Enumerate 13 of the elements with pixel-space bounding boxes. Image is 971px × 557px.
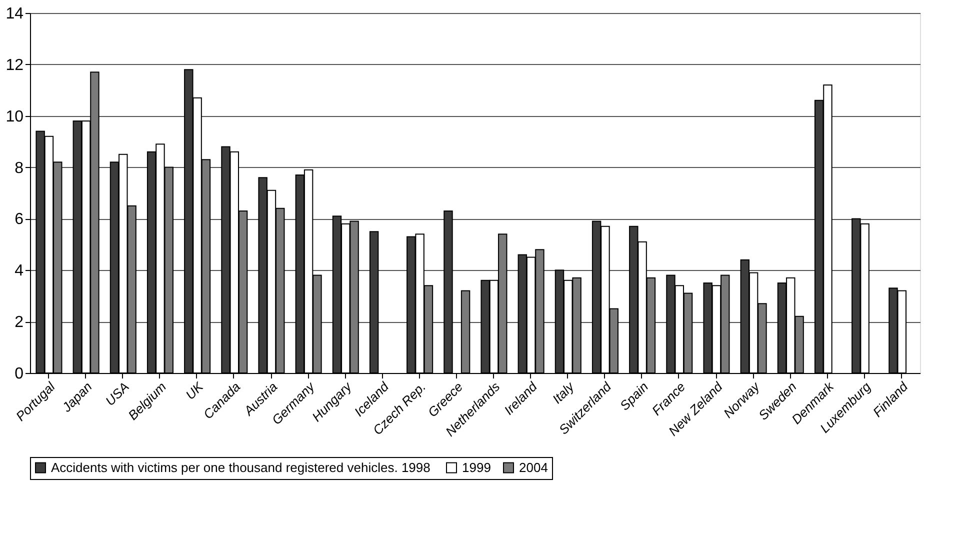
x-tick-label: USA bbox=[102, 379, 132, 409]
legend-label: Accidents with victims per one thousand registered vehicles. 1998 bbox=[51, 460, 430, 475]
y-tick-label: 8 bbox=[14, 160, 24, 177]
y-tick-label: 2 bbox=[14, 314, 24, 332]
y-tick-label: 10 bbox=[6, 108, 24, 126]
y-tick-label: 6 bbox=[14, 211, 24, 228]
legend-label: 1999 bbox=[462, 460, 491, 475]
y-tick-label: 14 bbox=[6, 6, 24, 22]
y-tick-label: 12 bbox=[6, 56, 24, 74]
x-tick-label: UK bbox=[182, 378, 208, 402]
y-tick-label: 4 bbox=[14, 262, 24, 280]
y-tick-label: 0 bbox=[14, 366, 24, 382]
legend-label: 2004 bbox=[519, 460, 548, 475]
